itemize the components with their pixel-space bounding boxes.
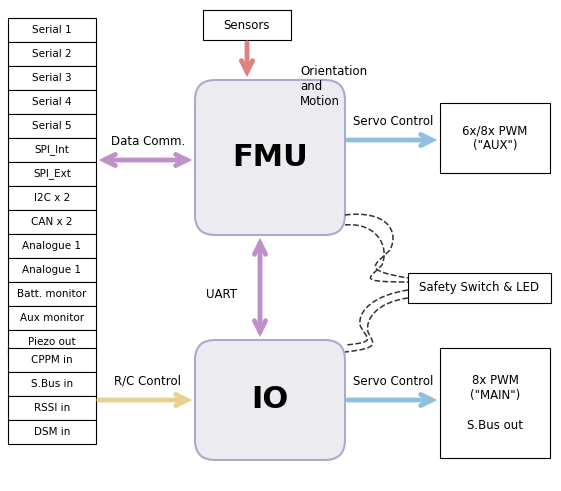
Text: Piezo out: Piezo out [28,337,76,347]
Bar [8,396,96,420]
Text: R/C Control: R/C Control [114,375,182,388]
Bar [8,348,96,372]
Bar [8,234,96,258]
FancyBboxPatch shape [195,80,345,235]
Bar [440,348,550,458]
Text: S.Bus in: S.Bus in [31,379,73,389]
Text: Serial 3: Serial 3 [32,73,72,83]
Bar [8,330,96,354]
Text: IO: IO [251,385,288,414]
Text: Batt. monitor: Batt. monitor [17,289,87,299]
Bar [8,162,96,186]
Bar [8,138,96,162]
Bar [8,186,96,210]
Text: Serial 2: Serial 2 [32,49,72,59]
Bar [8,282,96,306]
Bar [8,420,96,444]
Text: Analogue 1: Analogue 1 [22,265,81,275]
Bar [8,18,96,42]
Text: 6x/8x PWM
("AUX"): 6x/8x PWM ("AUX") [462,124,528,152]
Text: Analogue 1: Analogue 1 [22,241,81,251]
Bar [8,306,96,330]
Text: Servo Control: Servo Control [353,375,433,388]
Text: Servo Control: Servo Control [353,115,433,128]
Text: Aux monitor: Aux monitor [20,313,84,323]
FancyBboxPatch shape [195,340,345,460]
Bar [203,10,291,40]
Bar [8,372,96,396]
Text: I2C x 2: I2C x 2 [34,193,70,203]
Text: FMU: FMU [232,143,308,172]
Bar [408,273,551,303]
Bar [8,258,96,282]
Text: Sensors: Sensors [224,19,270,31]
Text: Serial 5: Serial 5 [32,121,72,131]
Text: Data Comm.: Data Comm. [111,135,185,148]
Text: Serial 1: Serial 1 [32,25,72,35]
Text: CPPM in: CPPM in [31,355,73,365]
Text: DSM in: DSM in [34,427,70,437]
Bar [8,90,96,114]
Text: CAN x 2: CAN x 2 [31,217,73,227]
Bar [8,210,96,234]
Text: Orientation
and
Motion: Orientation and Motion [300,65,367,108]
Bar [8,42,96,66]
Text: UART: UART [206,289,237,301]
Bar [440,103,550,173]
Bar [8,114,96,138]
Text: SPI_Ext: SPI_Ext [33,168,71,179]
Text: SPI_Int: SPI_Int [35,144,70,156]
Text: RSSI in: RSSI in [34,403,70,413]
Text: 8x PWM
("MAIN")

S.Bus out: 8x PWM ("MAIN") S.Bus out [467,374,523,432]
Bar [8,66,96,90]
Text: Safety Switch & LED: Safety Switch & LED [420,281,540,295]
Text: Serial 4: Serial 4 [32,97,72,107]
